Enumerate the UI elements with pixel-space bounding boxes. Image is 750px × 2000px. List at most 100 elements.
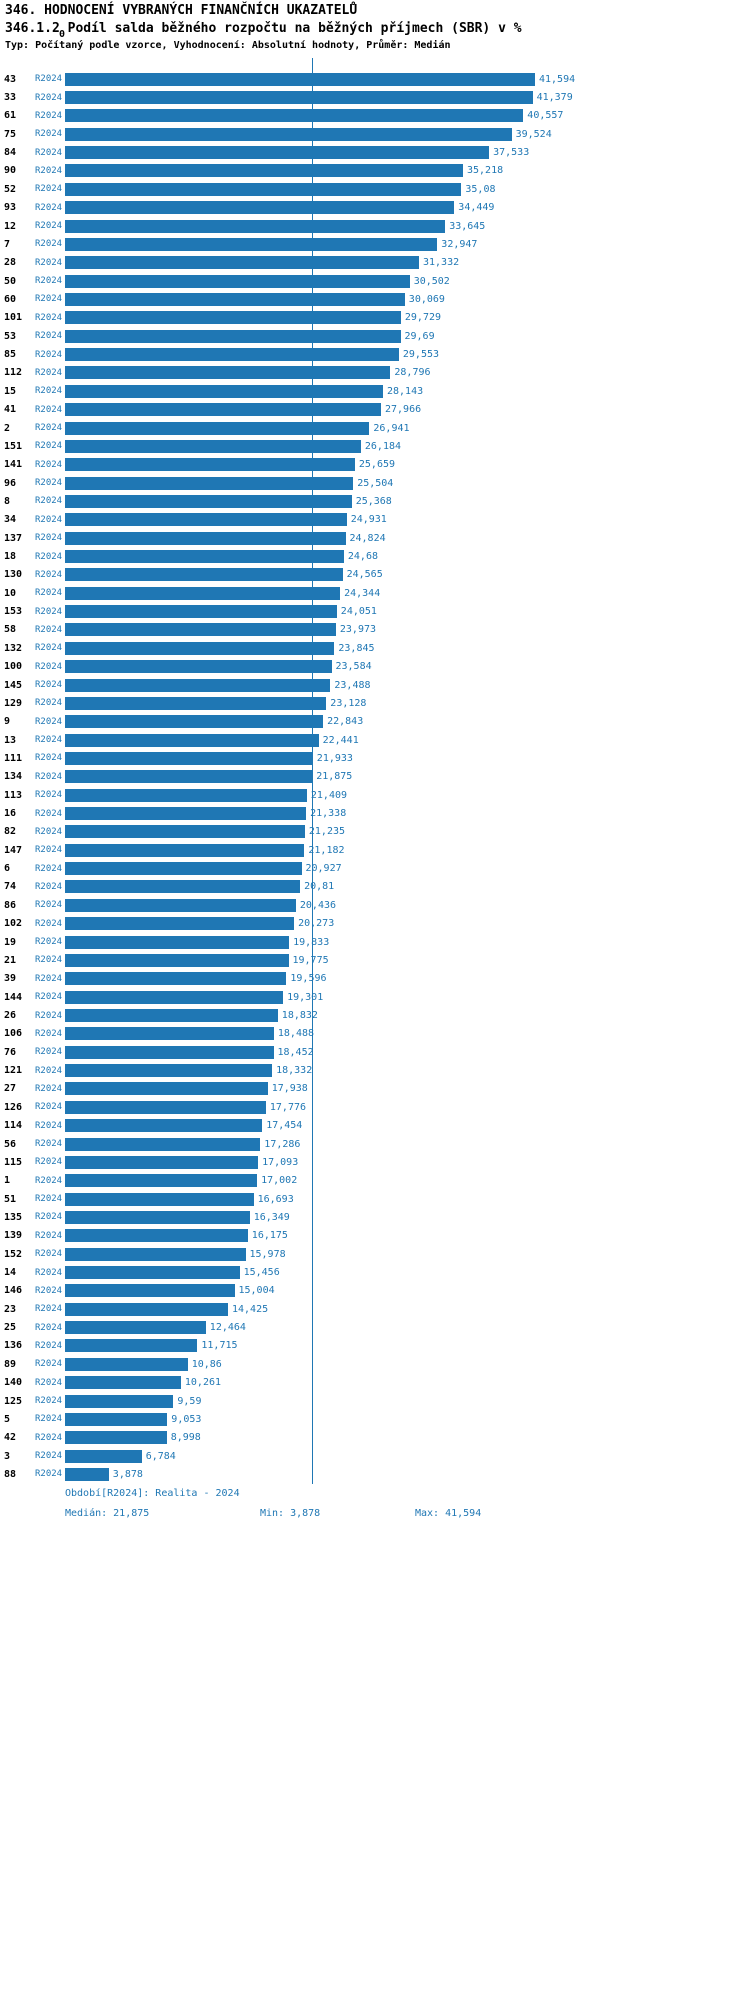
bar-track: 22,843	[65, 713, 750, 731]
value-bar	[65, 219, 446, 233]
bar-track: 21,338	[65, 804, 750, 822]
value-bar	[65, 311, 401, 325]
value-bar	[65, 990, 284, 1004]
row-period-label: R2024	[35, 496, 63, 507]
bar-track: 33,645	[65, 217, 750, 235]
value-bar	[65, 935, 290, 949]
row-period-label: R2024	[35, 1432, 63, 1443]
bar-track: 26,941	[65, 419, 750, 437]
bar-row: 151 R2024 26,184	[0, 437, 750, 455]
bar-track: 14,425	[65, 1300, 750, 1318]
row-period-label: R2024	[35, 845, 63, 856]
row-period-label: R2024	[35, 386, 63, 397]
bar-row: 153 R2024 24,051	[0, 602, 750, 620]
value-label: 27,966	[385, 404, 422, 416]
value-bar	[65, 1229, 248, 1243]
row-id-label: 5	[4, 1413, 11, 1425]
bar-track: 32,947	[65, 235, 750, 253]
row-id-label: 136	[4, 1340, 23, 1352]
value-bar	[65, 1449, 142, 1463]
bar-row: 7 R2024 32,947	[0, 235, 750, 253]
footer-period-label: Období[R2024]: Realita - 2024	[65, 1488, 240, 1499]
value-bar	[65, 1082, 268, 1096]
value-label: 17,286	[264, 1138, 301, 1150]
value-bar	[65, 733, 319, 747]
value-bar	[65, 862, 302, 876]
bar-track: 17,776	[65, 1098, 750, 1116]
bar-row: 52 R2024 35,08	[0, 180, 750, 198]
row-id-label: 13	[4, 734, 17, 746]
row-period-label: R2024	[35, 808, 63, 819]
value-label: 17,002	[261, 1175, 298, 1187]
value-bar	[65, 164, 463, 178]
bar-row: 6 R2024 20,927	[0, 859, 750, 877]
value-label: 19,301	[287, 991, 324, 1003]
value-bar	[65, 1137, 261, 1151]
bar-track: 18,488	[65, 1025, 750, 1043]
row-id-label: 129	[4, 697, 23, 709]
bar-track: 15,456	[65, 1263, 750, 1281]
row-period-label: R2024	[35, 312, 63, 323]
row-id-label: 75	[4, 128, 17, 140]
row-period-label: R2024	[35, 826, 63, 837]
row-period-label: R2024	[35, 1102, 63, 1113]
bar-track: 15,978	[65, 1245, 750, 1263]
bar-row: 125 R2024 9,59	[0, 1392, 750, 1410]
row-id-label: 34	[4, 514, 17, 526]
value-bar	[65, 274, 410, 288]
value-bar	[65, 788, 307, 802]
chart-rows: 43 R2024 41,594 33 R2024 41,379 61 R2024…	[0, 52, 750, 1484]
row-period-label: R2024	[35, 1340, 63, 1351]
bar-row: 114 R2024 17,454	[0, 1116, 750, 1134]
bar-track: 20,273	[65, 915, 750, 933]
value-bar	[65, 1467, 109, 1481]
bar-row: 88 R2024 3,878	[0, 1465, 750, 1483]
bar-track: 17,002	[65, 1172, 750, 1190]
value-bar	[65, 366, 391, 380]
value-label: 25,368	[355, 495, 392, 507]
row-id-label: 74	[4, 881, 17, 893]
bar-row: 76 R2024 18,452	[0, 1043, 750, 1061]
value-label: 9,053	[171, 1413, 202, 1425]
value-bar	[65, 513, 347, 527]
bar-track: 23,488	[65, 676, 750, 694]
value-label: 24,565	[346, 569, 383, 581]
bar-track: 41,594	[65, 70, 750, 88]
row-period-label: R2024	[35, 331, 63, 342]
bar-track: 18,452	[65, 1043, 750, 1061]
bar-track: 20,81	[65, 878, 750, 896]
row-id-label: 141	[4, 459, 23, 471]
row-period-label: R2024	[35, 1396, 63, 1407]
row-id-label: 15	[4, 385, 17, 397]
bar-row: 134 R2024 21,875	[0, 768, 750, 786]
row-period-label: R2024	[35, 551, 63, 562]
value-bar	[65, 403, 381, 417]
bar-row: 19 R2024 19,833	[0, 933, 750, 951]
row-period-label: R2024	[35, 992, 63, 1003]
bar-track: 15,004	[65, 1282, 750, 1300]
bar-track: 26,184	[65, 437, 750, 455]
value-label: 18,488	[277, 1028, 315, 1040]
bar-row: 121 R2024 18,332	[0, 1061, 750, 1079]
row-id-label: 23	[4, 1303, 17, 1315]
row-id-label: 56	[4, 1138, 17, 1150]
row-period-label: R2024	[35, 790, 63, 801]
row-id-label: 135	[4, 1211, 23, 1223]
value-label: 25,504	[357, 477, 394, 489]
bar-row: 145 R2024 23,488	[0, 676, 750, 694]
value-label: 18,832	[281, 1010, 318, 1021]
value-bar	[65, 1302, 228, 1316]
value-label: 15,456	[243, 1267, 280, 1279]
value-bar	[65, 1192, 254, 1206]
bar-row: 132 R2024 23,845	[0, 639, 750, 657]
value-bar	[65, 1247, 246, 1261]
bar-row: 141 R2024 25,659	[0, 456, 750, 474]
bar-track: 23,128	[65, 694, 750, 712]
row-period-label: R2024	[35, 367, 63, 378]
bar-row: 53 R2024 29,69	[0, 327, 750, 345]
value-label: 10,261	[184, 1377, 222, 1389]
bar-track: 9,59	[65, 1392, 750, 1410]
value-bar	[65, 1027, 274, 1041]
row-period-label: R2024	[35, 441, 63, 452]
bar-track: 40,557	[65, 107, 750, 125]
